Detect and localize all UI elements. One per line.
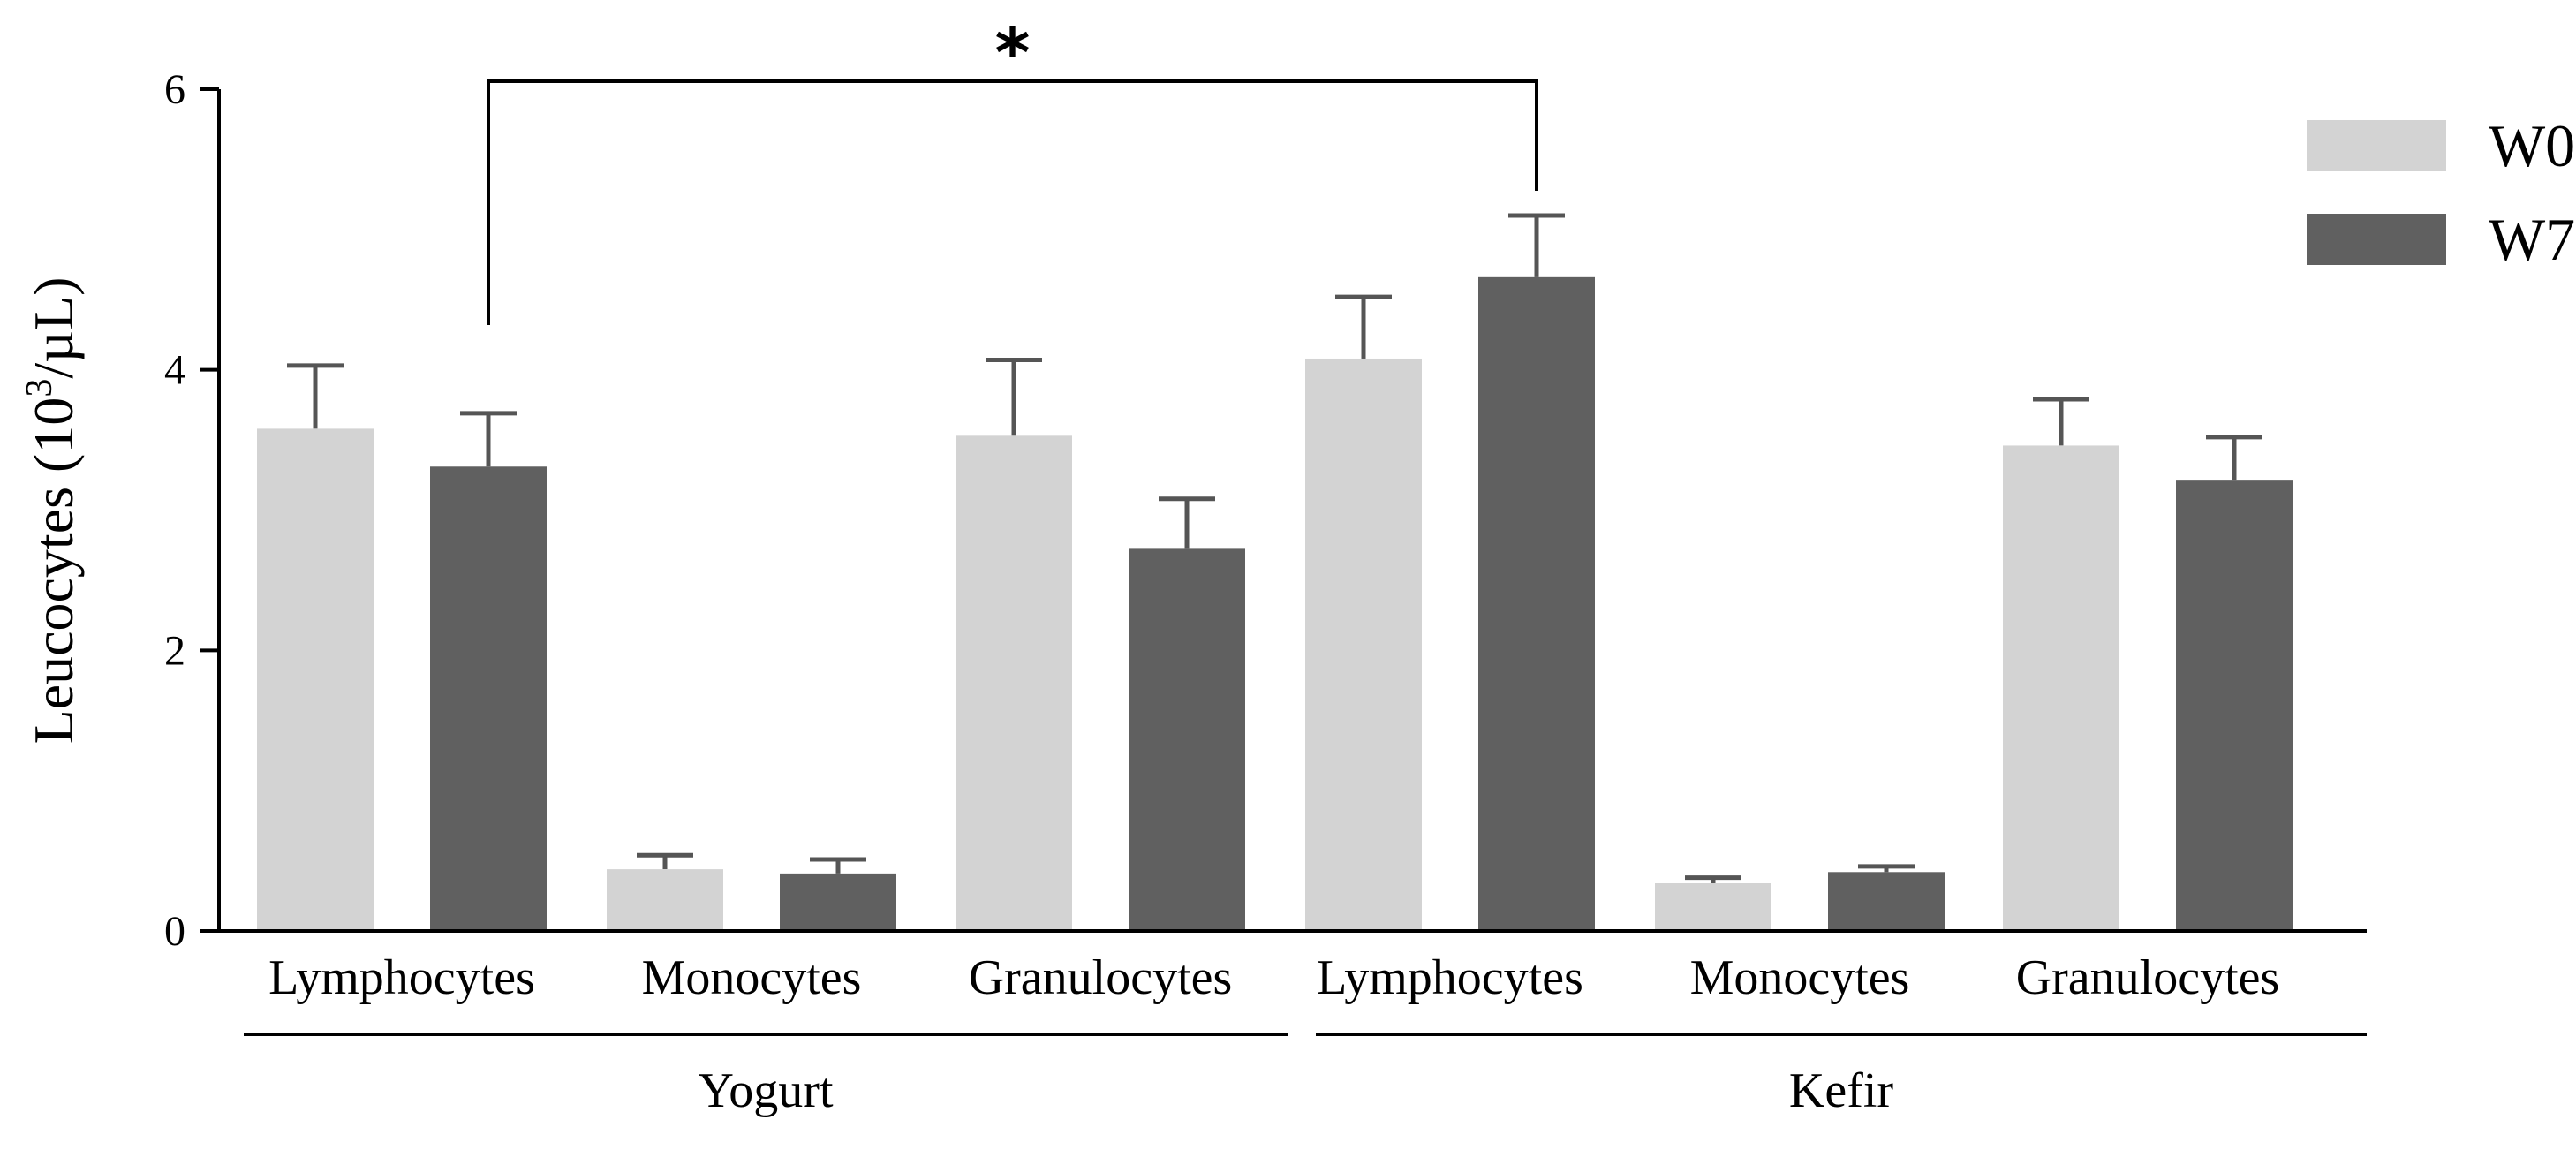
- y-tick-label-6: 6: [164, 66, 185, 113]
- bar-w7-3: [1478, 276, 1595, 931]
- bar-w0-1: [607, 869, 723, 931]
- y-tick-label-2: 2: [164, 627, 185, 674]
- bar-w7-5: [2176, 480, 2293, 931]
- y-axis-title: Leucocytes (103/µL): [19, 277, 85, 745]
- labels-layer: 0 2 4 6 Leucocytes (103/µL) Lymphocytes Monocy…: [19, 13, 2279, 1118]
- bar-w0-3: [1305, 358, 1422, 932]
- legend-swatch-w7: [2307, 214, 2446, 265]
- significance-star: *: [995, 13, 1031, 92]
- bars-layer: [257, 213, 2293, 932]
- category-label-4: Monocytes: [1690, 950, 1910, 1005]
- group-label-kefir: Kefir: [1789, 1063, 1894, 1118]
- group-label-yogurt: Yogurt: [698, 1063, 833, 1118]
- bar-w7-4: [1828, 872, 1945, 931]
- category-label-0: Lymphocytes: [268, 950, 535, 1005]
- axes-layer: [200, 79, 2367, 1036]
- bar-w7-0: [430, 466, 547, 931]
- legend-swatch-w0: [2307, 120, 2446, 171]
- bar-w0-2: [956, 435, 1072, 931]
- significance-bracket: [487, 79, 1538, 325]
- bar-w0-5: [2003, 445, 2119, 932]
- bar-w7-1: [780, 873, 896, 931]
- y-tick-label-4: 4: [164, 347, 185, 394]
- category-label-5: Granulocytes: [2016, 950, 2280, 1005]
- bar-w0-0: [257, 428, 374, 931]
- y-tick-label-0: 0: [164, 908, 185, 955]
- bar-w0-4: [1655, 882, 1771, 931]
- bar-w7-2: [1129, 548, 1245, 931]
- category-label-2: Granulocytes: [969, 950, 1233, 1005]
- category-label-3: Lymphocytes: [1317, 950, 1583, 1005]
- category-label-1: Monocytes: [642, 950, 862, 1005]
- legend-label-w0: W0: [2489, 112, 2575, 179]
- legend-label-w7: W7: [2489, 206, 2575, 273]
